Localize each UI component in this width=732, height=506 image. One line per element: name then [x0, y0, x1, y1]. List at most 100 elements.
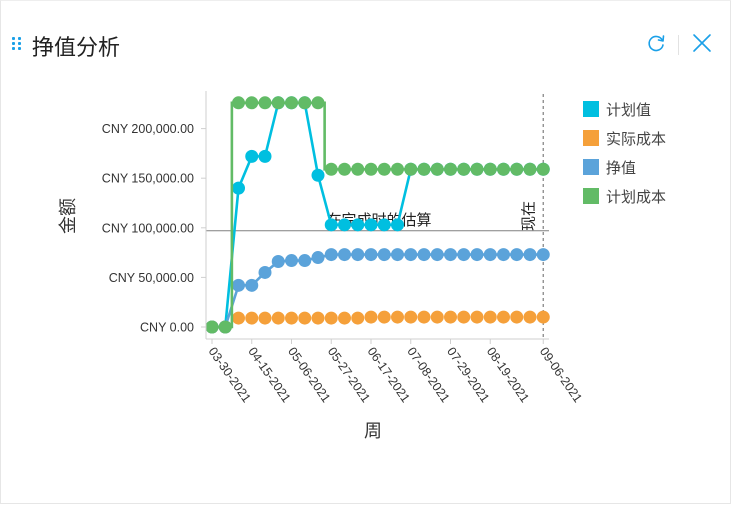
data-point-actual_cost: [457, 310, 471, 324]
data-point-earned_value: [497, 248, 510, 262]
legend-swatch-planned_value: [583, 101, 599, 117]
data-point-planned_value: [391, 218, 404, 232]
data-point-actual_cost: [258, 311, 272, 325]
data-point-actual_cost: [483, 310, 497, 324]
data-point-actual_cost: [351, 311, 365, 325]
data-point-earned_value: [470, 248, 484, 262]
data-point-earned_value: [338, 248, 351, 262]
data-point-actual_cost: [245, 311, 259, 325]
data-point-planned_cost: [258, 96, 272, 110]
data-point-earned_value: [404, 248, 418, 262]
data-point-planned_value: [364, 218, 378, 232]
data-point-planned_value: [377, 218, 391, 232]
data-point-actual_cost: [271, 311, 285, 325]
data-point-planned_value: [258, 149, 272, 163]
x-axis-label: 周: [364, 421, 382, 441]
data-point-actual_cost: [311, 311, 325, 325]
data-point-planned_cost: [245, 96, 259, 110]
data-point-planned_cost: [311, 96, 325, 110]
data-point-planned_value: [232, 181, 245, 195]
data-point-actual_cost: [417, 310, 431, 324]
data-point-actual_cost: [391, 310, 404, 324]
data-point-planned_cost: [483, 162, 497, 176]
y-tick-label: CNY 200,000.00: [102, 122, 194, 136]
data-point-planned_value: [351, 218, 365, 232]
data-point-earned_value: [483, 248, 497, 262]
data-point-actual_cost: [298, 311, 312, 325]
close-icon[interactable]: [690, 31, 714, 55]
legend-label-planned_value: 计划值: [606, 102, 651, 119]
data-point-planned_value: [338, 218, 351, 232]
legend-swatch-earned_value: [583, 159, 599, 175]
data-point-earned_value: [536, 248, 550, 262]
data-point-earned_value: [430, 248, 444, 262]
data-point-actual_cost: [510, 310, 524, 324]
y-tick-label: CNY 150,000.00: [102, 172, 194, 186]
legend-label-planned_cost: 计划成本: [606, 189, 666, 206]
data-point-actual_cost: [324, 311, 338, 325]
data-point-planned_cost: [364, 162, 378, 176]
data-point-actual_cost: [536, 310, 550, 324]
data-point-earned_value: [364, 248, 378, 262]
data-point-actual_cost: [470, 310, 484, 324]
y-tick-label: CNY 0.00: [140, 321, 194, 335]
data-point-actual_cost: [377, 310, 391, 324]
data-point-earned_value: [298, 254, 312, 268]
data-point-earned_value: [232, 278, 245, 292]
data-point-planned_cost: [285, 96, 298, 110]
data-point-earned_value: [258, 265, 272, 279]
panel-header: 挣值分析: [1, 23, 730, 63]
data-point-planned_cost: [205, 320, 219, 334]
data-point-planned_cost: [232, 96, 245, 110]
drag-handle-icon[interactable]: [12, 37, 24, 51]
data-point-planned_cost: [338, 162, 351, 176]
data-point-planned_cost: [404, 162, 418, 176]
data-point-actual_cost: [338, 311, 351, 325]
data-point-earned_value: [311, 251, 325, 265]
data-point-earned_value: [324, 248, 338, 262]
data-point-planned_cost: [298, 96, 312, 110]
data-point-earned_value: [377, 248, 391, 262]
data-point-planned_cost: [430, 162, 444, 176]
y-axis-label: 金额: [58, 198, 78, 234]
data-point-planned_cost: [444, 162, 457, 176]
data-point-planned_cost: [351, 162, 365, 176]
data-point-actual_cost: [497, 310, 510, 324]
data-point-actual_cost: [444, 310, 457, 324]
data-point-planned_cost: [470, 162, 484, 176]
data-point-earned_value: [444, 248, 457, 262]
x-tick-label: 09-06-2021: [537, 345, 585, 405]
data-point-planned_value: [311, 168, 325, 182]
data-point-actual_cost: [523, 310, 537, 324]
data-point-actual_cost: [285, 311, 298, 325]
data-point-earned_value: [457, 248, 471, 262]
data-point-earned_value: [523, 248, 537, 262]
data-point-planned_value: [245, 149, 259, 163]
data-point-actual_cost: [430, 310, 444, 324]
data-point-planned_cost: [523, 162, 537, 176]
data-point-earned_value: [351, 248, 365, 262]
data-point-planned_cost: [536, 162, 550, 176]
legend-swatch-actual_cost: [583, 130, 599, 146]
data-point-earned_value: [391, 248, 404, 262]
now-label: 现在: [520, 201, 537, 231]
data-point-planned_cost: [218, 320, 232, 334]
data-point-earned_value: [510, 248, 524, 262]
data-point-actual_cost: [232, 311, 245, 325]
data-point-planned_cost: [377, 162, 391, 176]
data-point-planned_value: [324, 218, 338, 232]
legend-swatch-planned_cost: [583, 188, 599, 204]
data-point-planned_cost: [457, 162, 471, 176]
data-point-actual_cost: [404, 310, 418, 324]
data-point-planned_cost: [271, 96, 285, 110]
data-point-planned_cost: [510, 162, 524, 176]
toolbar-divider: [678, 35, 679, 55]
data-point-actual_cost: [364, 310, 378, 324]
legend-label-earned_value: 挣值: [606, 160, 636, 177]
refresh-icon[interactable]: [644, 31, 668, 55]
data-point-planned_cost: [497, 162, 510, 176]
panel-title: 挣值分析: [32, 35, 121, 60]
data-point-earned_value: [271, 255, 285, 269]
data-point-earned_value: [245, 278, 259, 292]
